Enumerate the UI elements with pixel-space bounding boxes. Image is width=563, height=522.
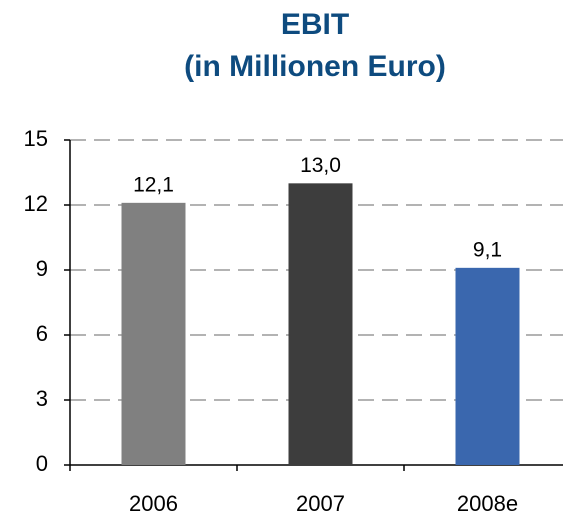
y-tick-label: 9 bbox=[36, 256, 48, 281]
y-tick-label: 12 bbox=[24, 191, 48, 216]
bar bbox=[455, 267, 520, 465]
data-label: 12,1 bbox=[133, 173, 174, 196]
x-tick-label: 2006 bbox=[129, 491, 178, 516]
y-tick-label: 6 bbox=[36, 321, 48, 346]
y-tick-label: 3 bbox=[36, 386, 48, 411]
x-tick-label: 2007 bbox=[296, 491, 345, 516]
chart-subtitle: (in Millionen Euro) bbox=[184, 50, 446, 83]
x-tick-label: 2008e bbox=[457, 491, 518, 516]
data-label: 13,0 bbox=[300, 154, 341, 177]
chart-title: EBIT bbox=[281, 8, 349, 41]
bar bbox=[288, 183, 353, 466]
y-tick-label: 0 bbox=[36, 451, 48, 476]
data-label: 9,1 bbox=[473, 238, 502, 261]
y-tick-label: 15 bbox=[24, 126, 48, 151]
bar bbox=[121, 202, 186, 466]
